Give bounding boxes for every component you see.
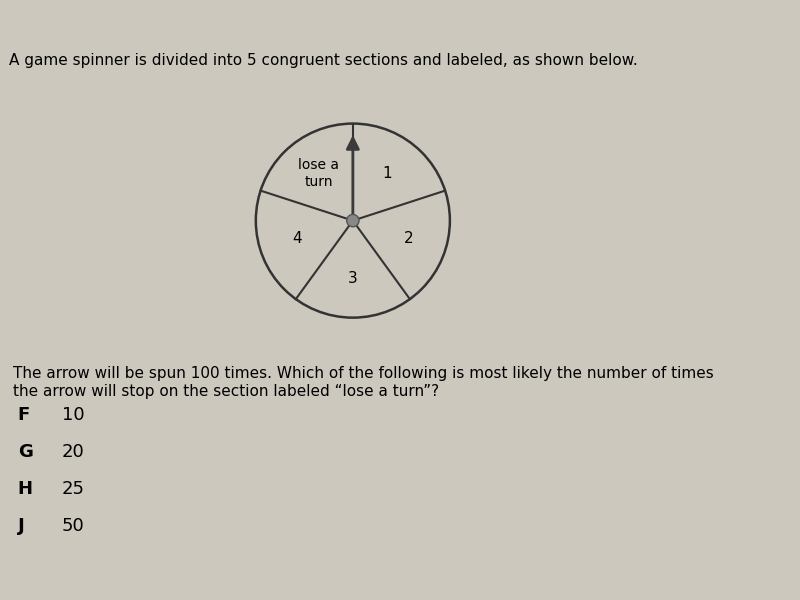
Text: 25: 25 [62, 480, 85, 498]
Text: G: G [18, 443, 33, 461]
Text: 4: 4 [293, 231, 302, 246]
Text: 1: 1 [382, 166, 392, 181]
Text: 50: 50 [62, 517, 85, 535]
Text: 2: 2 [403, 231, 413, 246]
Circle shape [346, 214, 359, 227]
Text: A game spinner is divided into 5 congruent sections and labeled, as shown below.: A game spinner is divided into 5 congrue… [9, 53, 638, 68]
Text: J: J [18, 517, 24, 535]
Text: F: F [18, 406, 30, 424]
Text: H: H [18, 480, 33, 498]
Text: 10: 10 [62, 406, 84, 424]
Text: The arrow will be spun 100 times. Which of the following is most likely the numb: The arrow will be spun 100 times. Which … [14, 366, 714, 398]
Text: lose a
turn: lose a turn [298, 158, 339, 188]
Text: 3: 3 [348, 271, 358, 286]
Text: 20: 20 [62, 443, 85, 461]
